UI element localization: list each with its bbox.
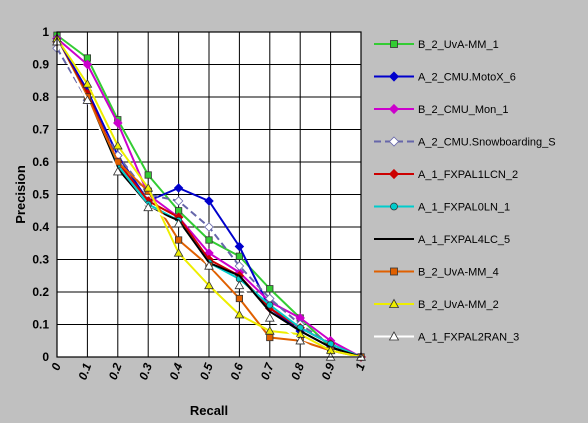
plot-border xyxy=(56,31,362,358)
legend-swatch-marker xyxy=(388,103,400,115)
x-tick-label: 0.7 xyxy=(258,360,277,382)
data-point xyxy=(295,335,306,345)
data-point xyxy=(82,78,93,88)
legend-item: A_2_CMU.MotoX_6 xyxy=(374,71,516,84)
x-tick-label: 0.8 xyxy=(288,361,307,382)
data-point xyxy=(264,325,275,335)
data-point xyxy=(173,247,184,257)
x-tick-label: 0 xyxy=(48,361,64,372)
legend-swatch-marker xyxy=(388,168,400,180)
legend-swatch-marker xyxy=(390,267,398,276)
data-point xyxy=(173,183,184,193)
y-tick-label: 0.8 xyxy=(32,90,49,104)
legend-item: B_2_CMU_Mon_1 xyxy=(374,103,509,116)
data-point xyxy=(204,222,214,232)
legend-swatch-marker xyxy=(390,40,398,48)
legend-item: A_1_FXPAL0LN_1 xyxy=(374,202,510,214)
series-layer xyxy=(52,31,366,362)
y-axis-label: Precision xyxy=(13,165,28,224)
x-tick-label: 0.5 xyxy=(197,361,216,382)
data-point xyxy=(204,280,214,290)
legend-swatch-marker xyxy=(388,331,400,341)
legend-label: A_1_FXPAL4LC_5 xyxy=(418,234,510,246)
data-point xyxy=(144,171,152,179)
y-tick-label: 0.1 xyxy=(32,318,49,332)
legend-label: A_1_FXPAL2RAN_3 xyxy=(418,332,519,344)
legend: B_2_UvA-MM_1 A_2_CMU.MotoX_6 B_2_CMU_Mon_1… xyxy=(374,39,556,344)
data-point xyxy=(234,280,245,290)
data-point xyxy=(264,312,275,322)
x-axis-label: Recall xyxy=(190,403,228,418)
data-point xyxy=(235,252,243,260)
legend-label: B_2_UvA-MM_1 xyxy=(418,39,499,51)
x-tick-label: 0.9 xyxy=(319,361,338,382)
legend-item: A_2_CMU.Snowboarding_S xyxy=(374,136,556,149)
data-point xyxy=(235,294,243,303)
y-tick-label: 0 xyxy=(42,350,49,364)
data-point xyxy=(113,118,123,128)
legend-label: A_1_FXPAL0LN_1 xyxy=(418,202,510,214)
data-point xyxy=(112,140,123,150)
axes xyxy=(56,31,362,358)
data-point xyxy=(173,196,184,206)
legend-swatch-marker xyxy=(390,202,398,211)
y-tick-label: 0.2 xyxy=(32,285,49,299)
legend-label: B_2_UvA-MM_4 xyxy=(418,267,499,279)
y-tick-label: 0.3 xyxy=(32,253,49,267)
legend-item: A_1_FXPAL4LC_5 xyxy=(374,234,510,246)
data-point xyxy=(82,95,93,104)
legend-swatch-marker xyxy=(388,298,400,308)
y-tick-label: 0.4 xyxy=(32,220,49,234)
data-point xyxy=(234,309,245,319)
y-tick-label: 0.9 xyxy=(32,58,49,72)
data-point xyxy=(205,236,213,244)
data-point xyxy=(82,59,93,70)
legend-swatch-marker xyxy=(388,136,400,147)
y-tick-label: 0.7 xyxy=(32,123,49,137)
legend-item: A_1_FXPAL1LCN_2 xyxy=(374,168,518,181)
y-tick-label: 1 xyxy=(42,25,49,39)
data-point xyxy=(266,285,274,293)
legend-label: B_2_UvA-MM_2 xyxy=(418,299,499,311)
data-point xyxy=(234,261,245,271)
legend-item: B_2_UvA-MM_2 xyxy=(374,298,499,311)
legend-item: B_2_UvA-MM_4 xyxy=(374,267,499,279)
tick-labels: 0 0.1 0.2 0.3 0.4 0.5 0.6 0.7 0.8 0.9 1 0 0.1 0.2 0.3 0… xyxy=(32,25,368,382)
series-10 xyxy=(52,36,366,361)
x-tick-label: 0.6 xyxy=(227,361,246,382)
legend-label: B_2_CMU_Mon_1 xyxy=(418,104,509,116)
data-point xyxy=(174,236,183,244)
data-point xyxy=(204,260,214,270)
data-point xyxy=(112,166,123,176)
legend-label: A_2_CMU.MotoX_6 xyxy=(418,72,516,84)
data-point xyxy=(173,218,184,228)
x-tick-label: 0.1 xyxy=(75,361,94,382)
legend-label: A_2_CMU.Snowboarding_S xyxy=(418,137,556,149)
data-point xyxy=(266,301,274,309)
legend-swatch-marker xyxy=(388,71,400,82)
y-tick-label: 0.5 xyxy=(32,188,49,202)
x-tick-label: 0.2 xyxy=(106,361,125,382)
data-point xyxy=(266,333,274,342)
x-tick-label: 0.4 xyxy=(167,361,186,382)
data-point xyxy=(143,182,154,192)
legend-item: B_2_UvA-MM_1 xyxy=(374,39,499,51)
data-point xyxy=(143,202,154,212)
legend-label: A_1_FXPAL1LCN_2 xyxy=(418,169,518,181)
legend-item: A_1_FXPAL2RAN_3 xyxy=(374,331,519,344)
data-point xyxy=(234,241,245,252)
y-tick-label: 0.6 xyxy=(32,155,49,169)
x-tick-label: 0.3 xyxy=(136,361,155,382)
x-tick-label: 1 xyxy=(352,361,368,372)
data-point xyxy=(204,196,214,206)
